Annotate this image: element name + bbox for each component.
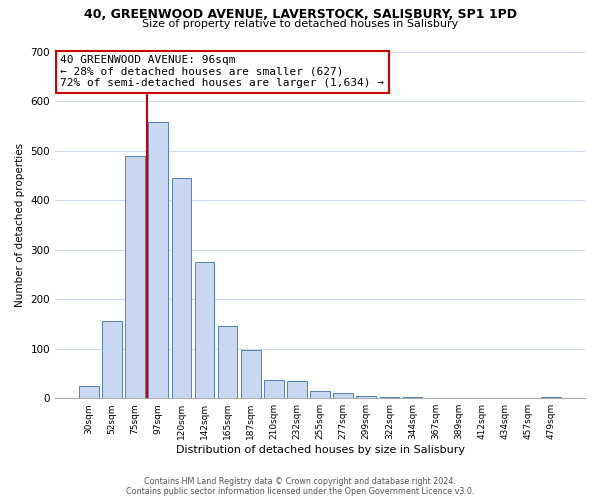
- X-axis label: Distribution of detached houses by size in Salisbury: Distribution of detached houses by size …: [176, 445, 464, 455]
- Bar: [380, 396, 399, 398]
- Bar: [79, 386, 99, 398]
- Text: Contains HM Land Registry data © Crown copyright and database right 2024.
Contai: Contains HM Land Registry data © Crown c…: [126, 476, 474, 496]
- Bar: [218, 326, 238, 398]
- Text: 40 GREENWOOD AVENUE: 96sqm
← 28% of detached houses are smaller (627)
72% of sem: 40 GREENWOOD AVENUE: 96sqm ← 28% of deta…: [61, 55, 385, 88]
- Y-axis label: Number of detached properties: Number of detached properties: [15, 143, 25, 307]
- Bar: [102, 322, 122, 398]
- Bar: [125, 156, 145, 398]
- Bar: [241, 350, 260, 398]
- Bar: [264, 380, 284, 398]
- Bar: [194, 262, 214, 398]
- Bar: [403, 397, 422, 398]
- Bar: [172, 178, 191, 398]
- Text: 40, GREENWOOD AVENUE, LAVERSTOCK, SALISBURY, SP1 1PD: 40, GREENWOOD AVENUE, LAVERSTOCK, SALISB…: [83, 8, 517, 20]
- Bar: [310, 391, 330, 398]
- Bar: [356, 396, 376, 398]
- Text: Size of property relative to detached houses in Salisbury: Size of property relative to detached ho…: [142, 19, 458, 29]
- Bar: [541, 397, 561, 398]
- Bar: [148, 122, 168, 398]
- Bar: [334, 394, 353, 398]
- Bar: [287, 381, 307, 398]
